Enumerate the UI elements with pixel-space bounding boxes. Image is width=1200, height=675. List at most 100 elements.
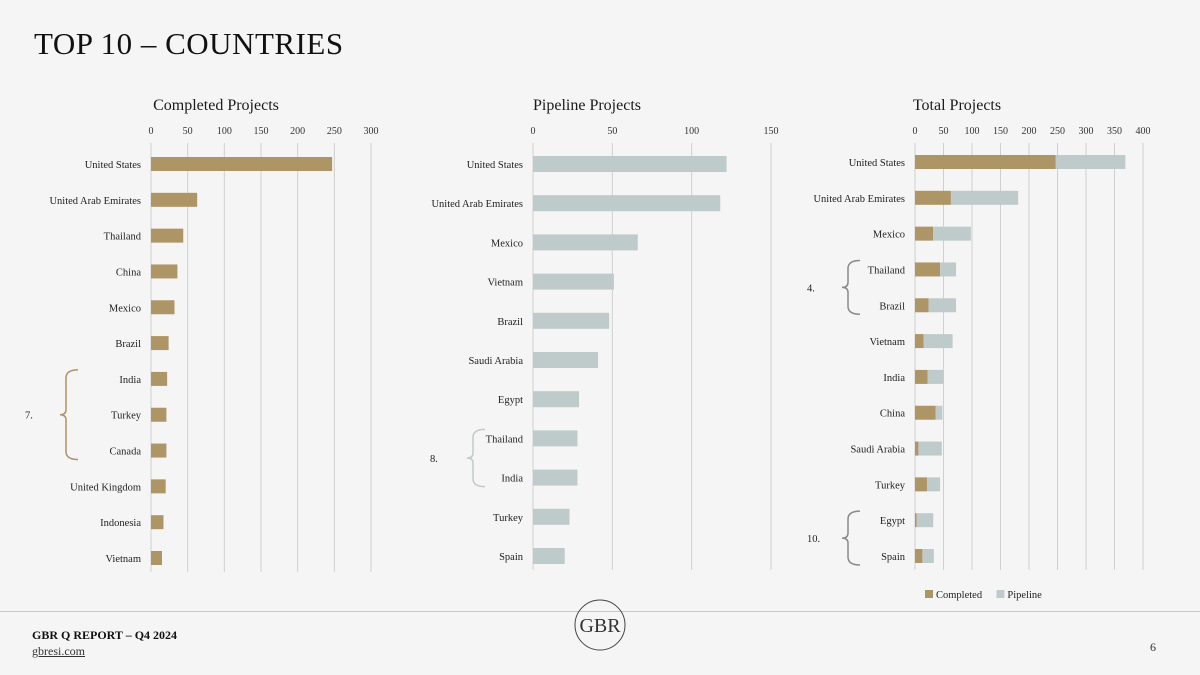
x-tick-label: 300 <box>1079 126 1094 137</box>
group-bracket-label: 8. <box>430 454 438 465</box>
bar-pipeline-united-states <box>533 156 727 172</box>
bar-completed-china <box>915 405 936 420</box>
category-label-indonesia: Indonesia <box>100 518 141 529</box>
x-tick-label: 200 <box>290 126 305 137</box>
category-label-united-arab-emirates: United Arab Emirates <box>49 196 141 207</box>
bar-completed-thailand <box>151 228 184 243</box>
category-label-saudi-arabia: Saudi Arabia <box>850 445 905 456</box>
bar-completed-united-kingdom <box>151 479 166 494</box>
bar-completed-turkey <box>915 477 927 492</box>
completed-projects-chart: Completed Projects 0 50 100 150 200 250 300 Unit… <box>25 97 379 572</box>
category-label-india: India <box>501 474 523 485</box>
category-label-thailand: Thailand <box>104 232 142 243</box>
bar-pipeline-united-arab-emirates <box>950 190 1019 205</box>
category-label-turkey: Turkey <box>111 411 142 422</box>
chart-title: Pipeline Projects <box>533 97 641 114</box>
x-tick-label: 150 <box>764 126 779 137</box>
group-bracket-label: 4. <box>807 283 815 294</box>
category-label-united-kingdom: United Kingdom <box>70 482 141 493</box>
bar-pipeline-thailand <box>940 262 957 277</box>
group-bracket <box>466 428 486 488</box>
category-label-thailand: Thailand <box>486 434 524 445</box>
x-tick-label: 50 <box>939 126 949 137</box>
category-label-united-states: United States <box>85 160 141 171</box>
x-tick-label: 400 <box>1136 126 1151 137</box>
category-label-mexico: Mexico <box>491 238 523 249</box>
category-label-brazil: Brazil <box>497 317 523 328</box>
bar-completed-canada <box>151 443 167 458</box>
bar-completed-brazil <box>151 336 169 351</box>
category-label-turkey: Turkey <box>493 513 524 524</box>
chart-title: Completed Projects <box>153 97 279 114</box>
category-label-canada: Canada <box>110 447 142 458</box>
bar-pipeline-thailand <box>533 430 578 447</box>
bar-completed-vietnam <box>151 551 162 565</box>
footer-website-link[interactable]: gbresi.com <box>32 644 85 658</box>
category-label-united-arab-emirates: United Arab Emirates <box>813 194 905 205</box>
legend-swatch-completed <box>925 590 933 598</box>
bar-completed-united-arab-emirates <box>151 192 198 207</box>
bar-completed-united-states <box>915 155 1056 169</box>
bar-pipeline-vietnam <box>923 334 953 349</box>
bar-pipeline-mexico <box>533 234 638 251</box>
page-title: TOP 10 – COUNTRIES <box>34 26 344 61</box>
x-tick-label: 100 <box>217 126 232 137</box>
footer-report-title: GBR Q REPORT – Q4 2024 <box>32 628 178 642</box>
pipeline-projects-chart: Pipeline Projects 0 50 100 150 United States U… <box>430 97 779 570</box>
category-label-china: China <box>116 267 141 278</box>
category-label-mexico: Mexico <box>109 303 141 314</box>
category-label-india: India <box>883 373 905 384</box>
category-label-vietnam: Vietnam <box>105 554 141 565</box>
bar-pipeline-spain <box>533 548 565 564</box>
bar-completed-china <box>151 264 178 279</box>
bar-pipeline-united-states <box>1055 155 1126 169</box>
category-label-turkey: Turkey <box>875 480 906 491</box>
bar-pipeline-united-arab-emirates <box>533 195 721 212</box>
bar-pipeline-vietnam <box>533 273 614 290</box>
x-tick-label: 150 <box>254 126 269 137</box>
footer-divider <box>0 611 1200 612</box>
category-label-china: China <box>880 409 905 420</box>
bar-pipeline-egypt <box>533 391 580 408</box>
category-label-egypt: Egypt <box>880 516 905 527</box>
bar-completed-mexico <box>151 300 175 315</box>
x-tick-label: 100 <box>965 126 980 137</box>
category-label-saudi-arabia: Saudi Arabia <box>468 356 523 367</box>
group-bracket <box>841 259 861 316</box>
category-label-united-arab-emirates: United Arab Emirates <box>431 199 523 210</box>
bar-pipeline-brazil <box>533 312 610 329</box>
bar-pipeline-turkey <box>533 508 570 525</box>
bar-pipeline-china <box>935 405 943 420</box>
category-label-india: India <box>119 375 141 386</box>
x-tick-label: 350 <box>1107 126 1122 137</box>
page-number: 6 <box>1150 640 1156 654</box>
bar-completed-indonesia <box>151 515 164 530</box>
x-tick-label: 300 <box>364 126 379 137</box>
group-bracket-label: 10. <box>807 534 820 545</box>
bar-pipeline-egypt <box>916 513 934 528</box>
category-label-spain: Spain <box>881 552 906 563</box>
bar-pipeline-brazil <box>928 298 957 313</box>
category-label-brazil: Brazil <box>115 339 141 350</box>
x-tick-label: 0 <box>531 126 536 137</box>
total-projects-chart: Total Projects 0 50 100 150 200 250 300 350 400 Un… <box>807 97 1151 601</box>
bar-completed-india <box>915 369 928 384</box>
bar-completed-vietnam <box>915 334 924 349</box>
category-label-brazil: Brazil <box>879 301 905 312</box>
bar-completed-turkey <box>151 407 167 422</box>
legend-label-completed: Completed <box>936 590 983 601</box>
x-tick-label: 0 <box>149 126 154 137</box>
bar-completed-united-arab-emirates <box>915 190 951 205</box>
group-bracket <box>59 369 79 461</box>
x-tick-label: 250 <box>1050 126 1065 137</box>
bar-completed-brazil <box>915 298 929 313</box>
bar-pipeline-india <box>927 369 944 384</box>
x-tick-label: 50 <box>183 126 193 137</box>
bar-pipeline-saudi-arabia <box>533 352 599 368</box>
bar-pipeline-spain <box>922 549 934 563</box>
x-tick-label: 200 <box>1022 126 1037 137</box>
category-label-united-states: United States <box>467 160 523 171</box>
x-tick-label: 150 <box>993 126 1008 137</box>
x-tick-label: 0 <box>913 126 918 137</box>
x-tick-label: 100 <box>684 126 699 137</box>
